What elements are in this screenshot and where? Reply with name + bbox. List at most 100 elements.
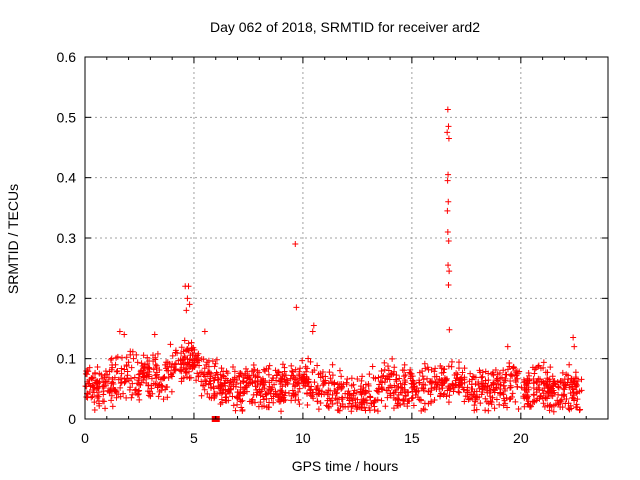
data-point	[222, 390, 229, 397]
data-point	[445, 171, 452, 178]
data-point	[539, 387, 546, 394]
data-point	[416, 377, 423, 384]
data-point	[445, 238, 452, 245]
data-point	[509, 394, 516, 401]
data-point	[472, 398, 479, 405]
data-point	[559, 369, 566, 376]
data-point	[570, 386, 577, 393]
data-point	[178, 350, 185, 357]
data-point	[489, 394, 496, 401]
data-point	[379, 379, 386, 386]
data-point	[275, 368, 282, 375]
data-point	[336, 367, 343, 374]
data-point	[529, 364, 536, 371]
data-point	[479, 389, 486, 396]
data-point	[431, 368, 438, 375]
data-point	[460, 386, 467, 393]
data-point	[485, 407, 492, 414]
data-point	[89, 393, 96, 400]
data-point	[287, 375, 294, 382]
data-point	[550, 380, 557, 387]
data-point	[563, 371, 570, 378]
data-point	[234, 401, 241, 408]
data-point	[487, 387, 494, 394]
data-point	[451, 371, 458, 378]
data-point	[573, 382, 580, 389]
data-point	[431, 384, 438, 391]
data-point	[112, 388, 119, 395]
data-point	[503, 394, 510, 401]
data-point	[223, 394, 230, 401]
data-point	[560, 392, 567, 399]
data-point	[187, 374, 194, 381]
data-point	[389, 355, 396, 362]
data-point	[190, 362, 197, 369]
data-point	[261, 385, 268, 392]
data-point	[162, 361, 169, 368]
data-point	[145, 382, 152, 389]
data-point	[382, 375, 389, 382]
data-point	[133, 351, 140, 358]
data-point	[494, 371, 501, 378]
data-point	[193, 377, 200, 384]
data-point	[525, 384, 532, 391]
data-point	[289, 369, 296, 376]
data-point	[520, 393, 527, 400]
data-point	[94, 392, 101, 399]
data-point	[446, 326, 453, 333]
data-point	[288, 362, 295, 369]
data-point	[421, 400, 428, 407]
data-point	[104, 371, 111, 378]
data-point	[128, 364, 135, 371]
data-point	[138, 379, 145, 386]
data-point	[101, 374, 108, 381]
data-point	[444, 106, 451, 113]
y-tick-label: 0.2	[57, 290, 77, 306]
data-point	[234, 389, 241, 396]
data-point	[311, 367, 318, 374]
data-point	[431, 397, 438, 404]
data-point	[461, 398, 468, 405]
data-point	[547, 364, 554, 371]
data-point	[471, 393, 478, 400]
data-point	[104, 378, 111, 385]
data-point	[265, 371, 272, 378]
data-point	[290, 390, 297, 397]
y-axis-label: SRMTID / TECUs	[5, 184, 21, 294]
data-point	[111, 374, 118, 381]
data-point	[304, 402, 311, 409]
data-point	[180, 364, 187, 371]
data-point	[236, 373, 243, 380]
data-point	[350, 392, 357, 399]
data-point	[271, 381, 278, 388]
data-point	[134, 359, 141, 366]
data-point	[163, 365, 170, 372]
data-point	[104, 387, 111, 394]
data-point	[478, 374, 485, 381]
data-point	[293, 304, 300, 311]
data-point	[257, 392, 264, 399]
data-point	[485, 370, 492, 377]
data-point	[383, 387, 390, 394]
data-point	[91, 399, 98, 406]
data-point	[136, 387, 143, 394]
data-point	[568, 375, 575, 382]
data-point	[172, 360, 179, 367]
data-point	[300, 382, 307, 389]
data-point	[445, 135, 452, 142]
data-point	[471, 407, 478, 414]
data-point	[426, 379, 433, 386]
data-point	[401, 367, 408, 374]
data-point	[282, 389, 289, 396]
data-point	[255, 403, 262, 410]
data-point	[295, 380, 302, 387]
data-point	[184, 295, 191, 302]
data-point	[507, 378, 514, 385]
data-point	[491, 405, 498, 412]
data-point	[102, 382, 109, 389]
data-point	[402, 393, 409, 400]
data-point	[134, 391, 141, 398]
data-point	[438, 382, 445, 389]
data-point	[535, 384, 542, 391]
data-point	[561, 386, 568, 393]
